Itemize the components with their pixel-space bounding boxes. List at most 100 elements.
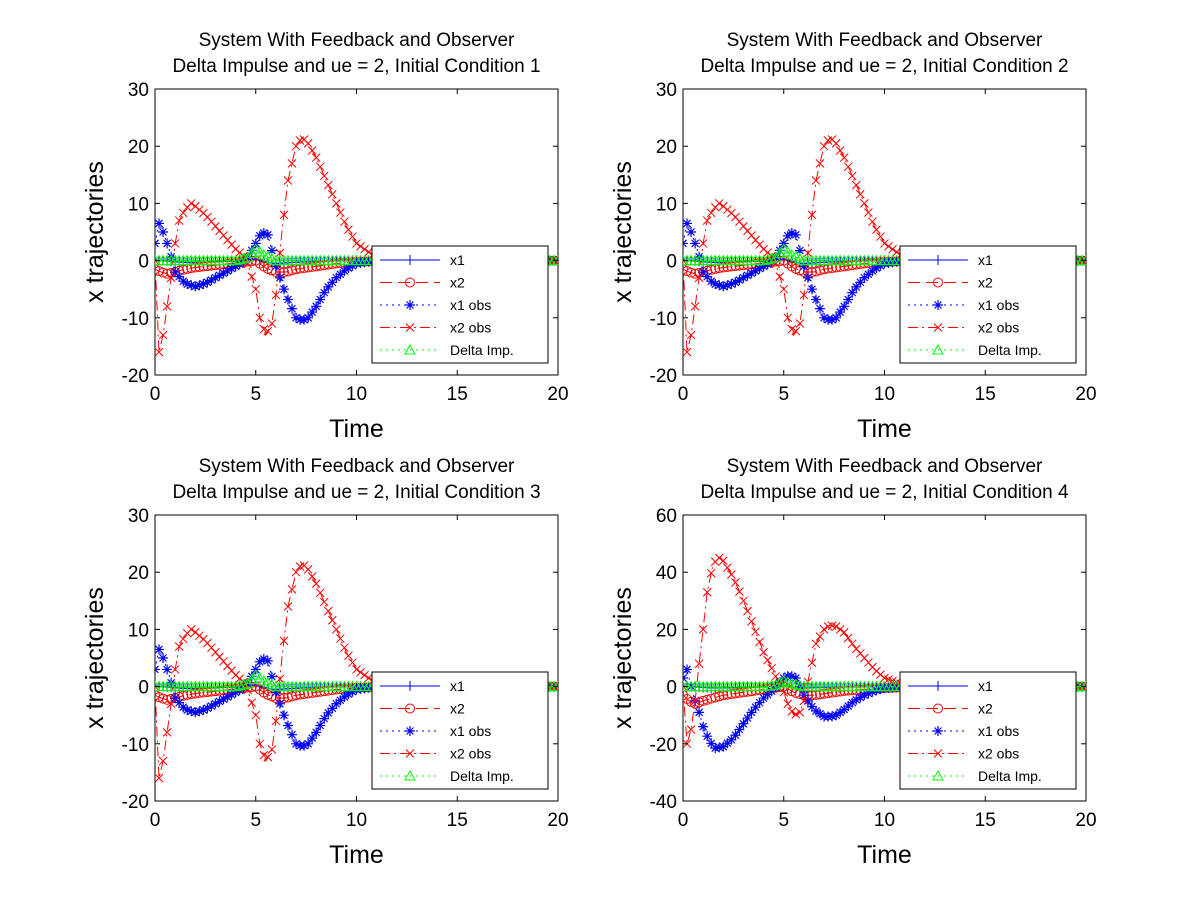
data-point bbox=[319, 597, 329, 607]
data-point bbox=[303, 138, 313, 148]
y-tick-label: -40 bbox=[650, 792, 677, 813]
data-point bbox=[155, 644, 165, 655]
legend-label: x2 obs bbox=[978, 746, 1019, 762]
chart-subtitle: Delta Impulse and ue = 2, Initial Condit… bbox=[700, 56, 1068, 77]
data-point bbox=[694, 251, 705, 262]
data-point bbox=[867, 265, 878, 276]
y-axis-label: x trajectories bbox=[609, 587, 637, 729]
data-point bbox=[683, 690, 688, 701]
legend-item: x2 bbox=[908, 701, 993, 717]
data-point bbox=[831, 622, 841, 631]
data-point bbox=[880, 239, 889, 248]
data-point bbox=[738, 272, 749, 283]
data-point bbox=[855, 189, 865, 199]
data-point bbox=[799, 290, 809, 300]
data-point bbox=[683, 218, 693, 229]
x-tick-label: 15 bbox=[975, 810, 996, 831]
data-point bbox=[763, 655, 772, 665]
data-point bbox=[194, 706, 205, 717]
data-point bbox=[331, 199, 341, 208]
data-point bbox=[766, 686, 777, 697]
chart-subtitle: Delta Impulse and ue = 2, Initial Condit… bbox=[700, 482, 1069, 503]
data-point bbox=[690, 238, 701, 249]
data-point bbox=[155, 664, 160, 675]
data-point bbox=[807, 210, 817, 220]
data-point bbox=[686, 227, 697, 237]
data-point bbox=[827, 314, 838, 325]
data-point bbox=[291, 312, 302, 323]
data-point bbox=[178, 634, 188, 644]
x-axis-label: Time bbox=[857, 415, 912, 443]
data-point bbox=[742, 713, 753, 724]
data-point bbox=[686, 330, 696, 340]
data-point bbox=[315, 294, 326, 305]
data-point bbox=[750, 265, 761, 276]
data-point bbox=[158, 227, 169, 237]
data-point bbox=[303, 738, 314, 749]
legend: x1 x2 x1 obs x2 obs Delta Imp. bbox=[899, 245, 1077, 364]
data-point bbox=[186, 280, 197, 291]
legend-item: x1 obs bbox=[908, 723, 1019, 739]
data-point bbox=[327, 703, 338, 714]
data-point bbox=[839, 301, 850, 312]
data-point bbox=[323, 180, 333, 190]
chart-title: System With Feedback and Observer bbox=[199, 456, 515, 477]
data-point bbox=[271, 716, 281, 726]
data-point bbox=[839, 153, 849, 162]
data-point bbox=[186, 706, 197, 717]
data-point bbox=[246, 245, 257, 256]
data-point bbox=[810, 294, 821, 305]
series-line bbox=[683, 136, 1086, 353]
data-point bbox=[803, 248, 813, 258]
data-point bbox=[155, 238, 160, 249]
y-tick-label: 30 bbox=[128, 80, 149, 101]
subplot-1: 0 5 10 15 20 -20 -10 0 10 20 30 System With Feedbac… bbox=[81, 30, 569, 443]
data-point bbox=[702, 216, 712, 225]
data-point bbox=[746, 268, 757, 279]
data-point bbox=[246, 671, 257, 682]
legend-marker bbox=[933, 681, 943, 691]
legend-item: x1 bbox=[380, 252, 465, 268]
data-point bbox=[815, 632, 825, 641]
legend-box bbox=[899, 245, 1077, 364]
data-point bbox=[307, 307, 318, 318]
data-point bbox=[839, 627, 849, 637]
data-point bbox=[815, 159, 825, 168]
data-point bbox=[266, 671, 277, 682]
legend-marker bbox=[405, 323, 415, 332]
y-axis-label: x trajectories bbox=[609, 161, 637, 303]
data-point bbox=[694, 273, 704, 283]
data-point bbox=[847, 639, 857, 649]
legend-marker bbox=[405, 726, 415, 736]
data-point bbox=[291, 738, 302, 749]
data-point bbox=[166, 251, 177, 262]
data-point bbox=[162, 694, 173, 705]
data-point bbox=[706, 738, 717, 749]
data-point bbox=[315, 162, 325, 172]
data-point bbox=[786, 671, 797, 682]
data-point bbox=[807, 658, 817, 668]
data-point bbox=[702, 587, 712, 597]
data-point bbox=[706, 568, 716, 578]
data-point bbox=[237, 252, 250, 264]
data-point bbox=[155, 218, 165, 229]
legend: x1 x2 x1 obs x2 obs Delta Imp. bbox=[899, 671, 1077, 790]
data-point bbox=[226, 263, 237, 274]
data-point bbox=[255, 739, 265, 749]
data-point bbox=[683, 238, 688, 249]
data-point bbox=[835, 625, 845, 634]
data-point bbox=[718, 556, 728, 566]
data-point bbox=[315, 720, 326, 731]
y-axis-label: x trajectories bbox=[81, 587, 109, 729]
data-point bbox=[206, 260, 217, 271]
data-point bbox=[855, 692, 866, 703]
legend-label: Delta Imp. bbox=[450, 342, 514, 358]
legend-item: x1 bbox=[908, 252, 993, 268]
y-tick-label: -20 bbox=[122, 366, 149, 387]
data-point bbox=[249, 669, 262, 680]
data-point bbox=[777, 243, 790, 254]
data-point bbox=[734, 275, 745, 286]
data-point bbox=[761, 253, 774, 265]
data-point bbox=[734, 260, 745, 271]
data-point bbox=[182, 705, 193, 716]
